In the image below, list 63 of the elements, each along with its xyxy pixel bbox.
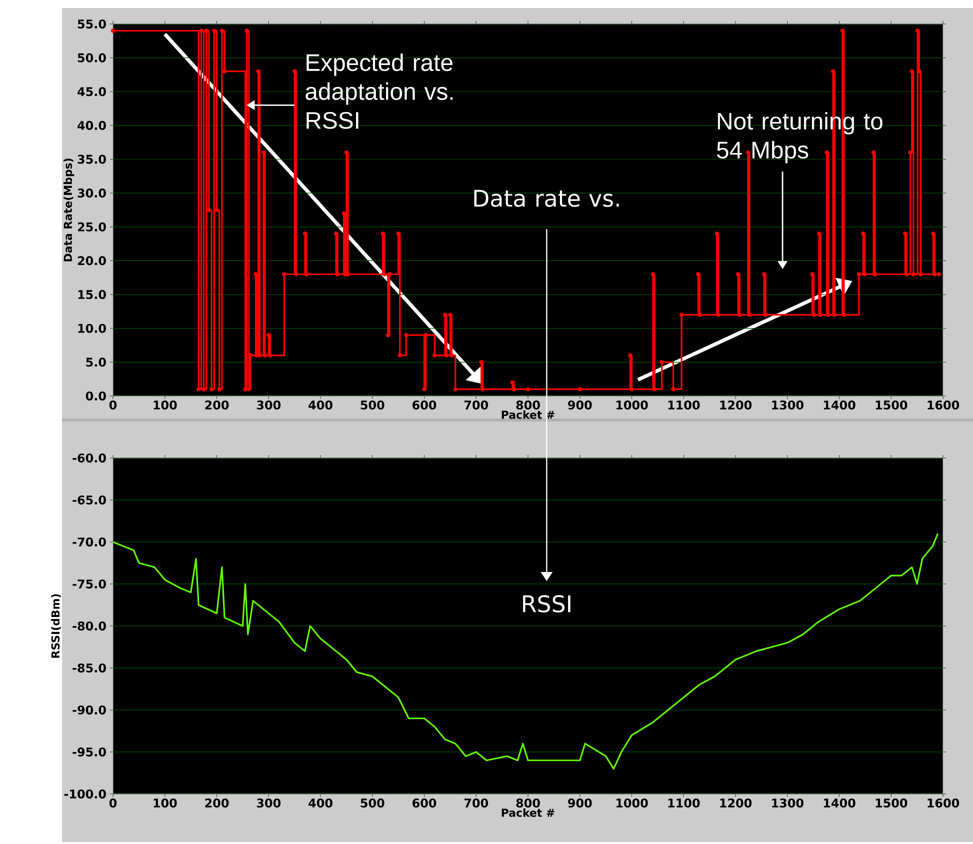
y-tick-label: 0.0 xyxy=(86,391,106,401)
x-tick-label: 300 xyxy=(256,400,281,410)
x-tick-label: 1200 xyxy=(720,400,752,410)
y-tick-label: -75.0 xyxy=(72,579,106,589)
y-tick-label: 45.0 xyxy=(78,87,106,96)
x-tick-label: 200 xyxy=(205,798,229,808)
y-tick-label: -100.0 xyxy=(64,789,106,799)
annotation: RSSI xyxy=(523,595,570,612)
x-tick-label: 1500 xyxy=(876,400,908,410)
x-tick-label: 300 xyxy=(256,798,281,808)
y-tick-label: -90.0 xyxy=(72,705,106,715)
x-tick-label: 400 xyxy=(308,798,332,808)
y-tick-label: -95.0 xyxy=(72,747,106,757)
x-tick-label: 1100 xyxy=(668,798,700,808)
x-tick-label: 1300 xyxy=(772,798,804,808)
x-tick-label: 500 xyxy=(360,400,384,410)
x-tick-label: 600 xyxy=(412,400,436,410)
line-series xyxy=(112,532,939,770)
x-tick-label: 800 xyxy=(516,798,540,808)
y-tick-label: -60.0 xyxy=(72,453,106,463)
x-tick-label: 200 xyxy=(205,400,229,410)
x-tick-label: 900 xyxy=(568,400,592,410)
x-tick-label: 1500 xyxy=(876,798,908,808)
y-tick-label: -85.0 xyxy=(72,663,106,673)
x-tick-label: 400 xyxy=(308,400,332,410)
x-tick-label: 600 xyxy=(412,798,436,808)
y-tick-label: 20.0 xyxy=(78,256,106,266)
x-tick-label: 1000 xyxy=(616,798,648,808)
y-tick-label: 55.0 xyxy=(78,19,106,29)
annotation: Expected rate adaptation vs. RSSI xyxy=(306,54,453,129)
x-tick-label: 1400 xyxy=(824,798,856,808)
y-tick-label: 5.0 xyxy=(86,358,106,367)
x-axis-title: Packet # xyxy=(502,808,554,817)
y-axis-title: RSSI(dBm) xyxy=(51,594,61,658)
x-tick-label: 100 xyxy=(154,798,177,808)
y-tick-label: -65.0 xyxy=(72,495,106,505)
y-axis-title: Data Rate(Mbps) xyxy=(64,158,74,262)
x-tick-label: 0 xyxy=(109,400,117,410)
y-tick-label: 35.0 xyxy=(78,154,106,164)
x-tick-label: 1600 xyxy=(928,400,960,410)
y-tick-label: -70.0 xyxy=(72,537,106,547)
x-tick-label: 800 xyxy=(516,400,540,410)
x-tick-label: 1300 xyxy=(772,400,804,410)
y-tick-label: 50.0 xyxy=(78,53,106,62)
y-tick-label: -80.0 xyxy=(72,621,106,631)
y-tick-label: 15.0 xyxy=(78,290,106,300)
x-tick-label: 1100 xyxy=(668,400,700,410)
x-tick-label: 0 xyxy=(109,798,117,808)
annotation: Data rate vs. xyxy=(474,190,619,207)
x-tick-label: 500 xyxy=(360,798,384,808)
y-tick-label: 25.0 xyxy=(78,222,106,232)
y-tick-label: 40.0 xyxy=(78,120,106,130)
y-tick-label: 30.0 xyxy=(78,188,106,198)
x-tick-label: 1400 xyxy=(824,400,856,410)
y-tick-label: 10.0 xyxy=(78,324,106,333)
x-tick-label: 1000 xyxy=(616,400,648,410)
x-tick-label: 1200 xyxy=(720,798,752,808)
x-axis-title: Packet # xyxy=(502,410,554,419)
x-tick-label: 700 xyxy=(464,798,488,808)
x-tick-label: 1600 xyxy=(928,798,960,808)
x-tick-label: 100 xyxy=(154,400,177,410)
x-tick-label: 900 xyxy=(568,798,592,808)
x-tick-label: 700 xyxy=(464,400,488,410)
